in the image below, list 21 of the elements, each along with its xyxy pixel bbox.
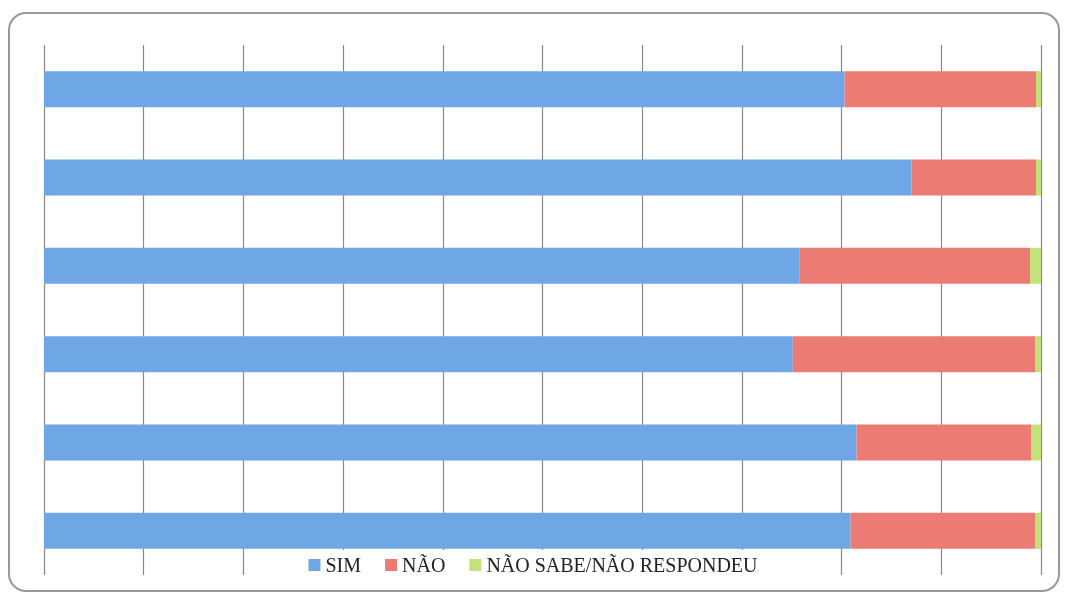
bar <box>1031 424 1041 461</box>
bar <box>1035 336 1041 373</box>
bar <box>1035 512 1041 549</box>
bar <box>44 512 851 549</box>
bar <box>1036 71 1041 108</box>
bar <box>44 247 800 284</box>
bar <box>850 512 1036 549</box>
bar <box>44 71 845 108</box>
legend-label: NÃO SABE/NÃO RESPONDEU <box>486 553 759 576</box>
bar <box>44 336 793 373</box>
bar <box>44 424 857 461</box>
bar <box>844 71 1037 108</box>
bar <box>1036 159 1041 196</box>
legend-label: SIM <box>325 554 362 576</box>
bar <box>44 159 912 196</box>
bar <box>1030 247 1041 284</box>
legend-label: NÃO <box>402 553 446 576</box>
bar <box>792 336 1036 373</box>
bar <box>799 247 1031 284</box>
bar <box>856 424 1032 461</box>
bar <box>911 159 1037 196</box>
